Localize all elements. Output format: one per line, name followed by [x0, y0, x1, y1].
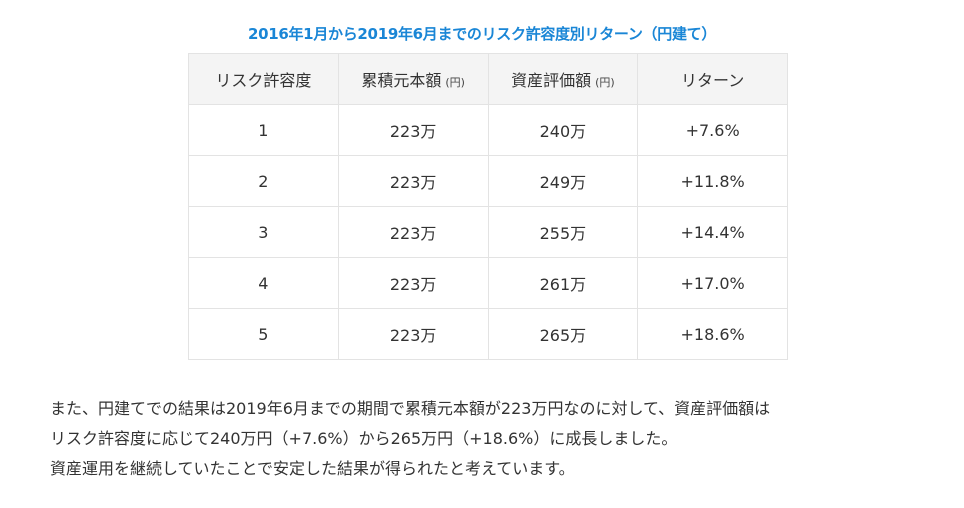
cell-asset-valuation: 261万 [487, 257, 639, 309]
cell-cumulative-principal: 223万 [337, 104, 489, 156]
header-label: リスク許容度 [215, 71, 312, 90]
table-row: 3 223万 255万 +14.4% [188, 206, 788, 258]
cell-return: +11.8% [637, 155, 788, 207]
cell-cumulative-principal: 223万 [337, 155, 489, 207]
cell-risk-tolerance: 2 [188, 155, 339, 207]
cell-cumulative-principal: 223万 [337, 206, 489, 258]
cell-asset-valuation: 240万 [487, 104, 639, 156]
table-header-row: リスク許容度 累積元本額 (円) 資産評価額 (円) リターン [188, 53, 788, 105]
table-row: 4 223万 261万 +17.0% [188, 257, 788, 309]
header-risk-tolerance: リスク許容度 [188, 53, 339, 105]
body-paragraph: また、円建てでの結果は2019年6月までの期間で累積元本額が223万円なのに対し… [50, 394, 930, 484]
cell-return: +7.6% [637, 104, 788, 156]
cell-asset-valuation: 255万 [487, 206, 639, 258]
paragraph-line: リスク許容度に応じて240万円（+7.6%）から265万円（+18.6%）に成長… [50, 429, 678, 448]
header-cumulative-principal: 累積元本額 (円) [337, 53, 489, 105]
header-label: リターン [681, 71, 745, 90]
cell-asset-valuation: 249万 [487, 155, 639, 207]
cell-risk-tolerance: 5 [188, 308, 339, 360]
table-caption: 2016年1月から2019年6月までのリスク許容度別リターン（円建て） [247, 25, 717, 43]
header-return: リターン [637, 53, 788, 105]
header-label: 累積元本額 [361, 71, 442, 90]
header-unit: (円) [445, 76, 465, 89]
paragraph-line: 資産運用を継続していたことで安定した結果が得られたと考えています。 [50, 459, 575, 478]
cell-asset-valuation: 265万 [487, 308, 639, 360]
table-row: 1 223万 240万 +7.6% [188, 104, 788, 156]
cell-risk-tolerance: 3 [188, 206, 339, 258]
cell-return: +18.6% [637, 308, 788, 360]
cell-return: +17.0% [637, 257, 788, 309]
header-unit: (円) [595, 76, 615, 89]
table-row: 2 223万 249万 +11.8% [188, 155, 788, 207]
header-label: 資産評価額 [511, 71, 592, 90]
cell-cumulative-principal: 223万 [337, 308, 489, 360]
cell-risk-tolerance: 1 [188, 104, 339, 156]
table-row: 5 223万 265万 +18.6% [188, 308, 788, 360]
returns-table: リスク許容度 累積元本額 (円) 資産評価額 (円) リターン 1 223万 240… [188, 53, 788, 360]
header-asset-valuation: 資産評価額 (円) [487, 53, 639, 105]
cell-risk-tolerance: 4 [188, 257, 339, 309]
cell-cumulative-principal: 223万 [337, 257, 489, 309]
cell-return: +14.4% [637, 206, 788, 258]
paragraph-line: また、円建てでの結果は2019年6月までの期間で累積元本額が223万円なのに対し… [50, 399, 771, 418]
